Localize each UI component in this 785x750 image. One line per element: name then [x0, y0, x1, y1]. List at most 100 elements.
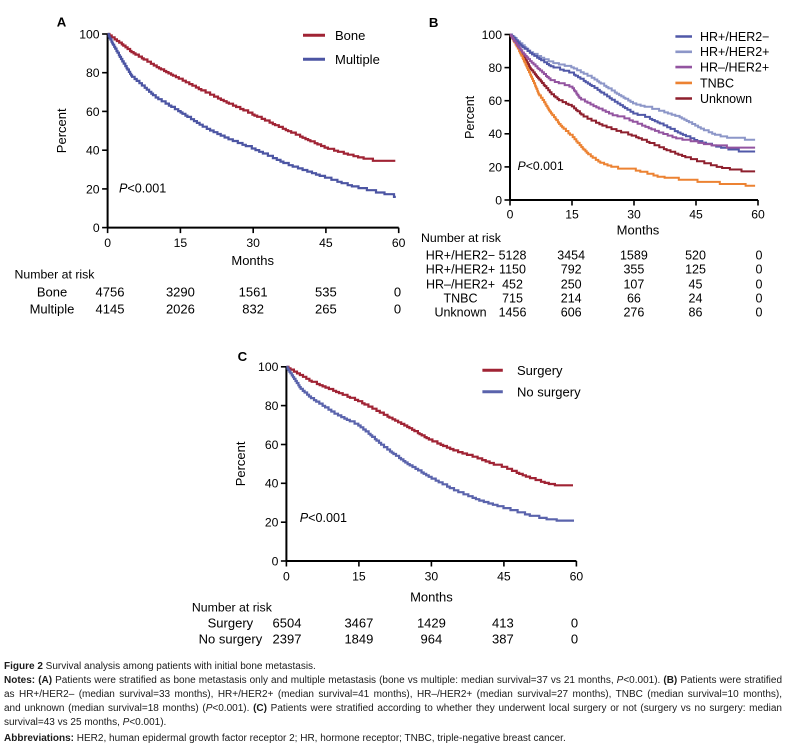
- svg-text:Surgery: Surgery: [517, 363, 563, 378]
- svg-text:964: 964: [421, 631, 443, 646]
- svg-text:0: 0: [272, 554, 279, 568]
- svg-text:P<0.001: P<0.001: [300, 511, 347, 525]
- svg-text:40: 40: [86, 144, 100, 158]
- svg-text:0: 0: [93, 221, 100, 235]
- svg-text:520: 520: [685, 248, 706, 262]
- svg-text:Multiple: Multiple: [335, 52, 380, 67]
- svg-text:15: 15: [352, 570, 366, 584]
- svg-text:0: 0: [756, 292, 763, 306]
- svg-text:792: 792: [561, 262, 582, 276]
- svg-text:45: 45: [689, 208, 703, 222]
- svg-text:Unknown: Unknown: [434, 306, 486, 320]
- svg-text:452: 452: [502, 278, 523, 292]
- svg-text:1456: 1456: [499, 306, 527, 320]
- svg-text:125: 125: [685, 262, 706, 276]
- svg-text:107: 107: [623, 278, 644, 292]
- svg-text:HR+/HER2−: HR+/HER2−: [700, 30, 769, 44]
- svg-text:No surgery: No surgery: [517, 384, 581, 399]
- svg-text:P<0.001: P<0.001: [119, 181, 166, 195]
- svg-text:Number at risk: Number at risk: [421, 231, 502, 245]
- svg-text:40: 40: [488, 127, 502, 141]
- svg-text:1429: 1429: [417, 616, 446, 631]
- svg-text:C: C: [238, 349, 248, 364]
- svg-text:Months: Months: [410, 589, 453, 604]
- svg-text:4756: 4756: [96, 284, 125, 299]
- svg-text:Surgery: Surgery: [208, 616, 254, 631]
- svg-text:276: 276: [623, 306, 644, 320]
- svg-text:0: 0: [394, 301, 401, 316]
- svg-text:2026: 2026: [166, 301, 195, 316]
- svg-text:Multiple: Multiple: [30, 301, 75, 316]
- svg-text:40: 40: [265, 477, 279, 491]
- svg-text:0: 0: [571, 631, 578, 646]
- svg-text:60: 60: [488, 94, 502, 108]
- svg-text:Months: Months: [617, 223, 660, 238]
- svg-text:30: 30: [425, 570, 439, 584]
- svg-text:HR–/HER2+: HR–/HER2+: [426, 278, 495, 292]
- svg-text:535: 535: [315, 284, 337, 299]
- svg-text:Number at risk: Number at risk: [192, 600, 273, 614]
- svg-text:30: 30: [627, 208, 641, 222]
- svg-text:387: 387: [492, 631, 514, 646]
- svg-text:0: 0: [507, 208, 514, 222]
- svg-text:100: 100: [258, 360, 279, 374]
- svg-text:250: 250: [561, 278, 582, 292]
- svg-text:45: 45: [689, 278, 703, 292]
- svg-text:0: 0: [571, 616, 578, 631]
- svg-text:3290: 3290: [166, 284, 195, 299]
- svg-text:TNBC: TNBC: [443, 292, 477, 306]
- svg-text:0: 0: [495, 193, 502, 207]
- svg-text:4145: 4145: [96, 301, 125, 316]
- svg-text:Unknown: Unknown: [700, 92, 752, 106]
- svg-text:413: 413: [492, 616, 514, 631]
- svg-text:Percent: Percent: [54, 108, 69, 153]
- svg-text:80: 80: [265, 399, 279, 413]
- svg-text:P<0.001: P<0.001: [518, 159, 564, 173]
- svg-text:60: 60: [570, 570, 584, 584]
- svg-text:214: 214: [561, 292, 582, 306]
- svg-text:A: A: [57, 15, 67, 30]
- svg-text:TNBC: TNBC: [700, 76, 734, 90]
- svg-text:20: 20: [265, 516, 279, 530]
- svg-text:1849: 1849: [344, 631, 373, 646]
- svg-text:832: 832: [242, 301, 264, 316]
- svg-text:B: B: [429, 15, 439, 30]
- svg-text:Bone: Bone: [37, 284, 67, 299]
- svg-text:5128: 5128: [499, 248, 527, 262]
- svg-text:2397: 2397: [273, 631, 302, 646]
- svg-text:No surgery: No surgery: [199, 631, 263, 646]
- svg-text:0: 0: [756, 306, 763, 320]
- svg-text:Percent: Percent: [233, 441, 248, 486]
- svg-text:Months: Months: [231, 253, 274, 268]
- svg-text:20: 20: [86, 182, 100, 196]
- svg-text:24: 24: [689, 292, 703, 306]
- svg-text:HR+/HER2+: HR+/HER2+: [426, 262, 495, 276]
- svg-text:0: 0: [756, 278, 763, 292]
- svg-text:355: 355: [623, 262, 644, 276]
- svg-text:66: 66: [627, 292, 641, 306]
- svg-text:265: 265: [315, 301, 337, 316]
- svg-text:HR+/HER2+: HR+/HER2+: [700, 45, 769, 59]
- svg-text:15: 15: [565, 208, 579, 222]
- svg-text:60: 60: [86, 105, 100, 119]
- svg-text:1150: 1150: [499, 262, 526, 276]
- svg-text:1561: 1561: [239, 284, 268, 299]
- svg-text:60: 60: [265, 438, 279, 452]
- svg-text:715: 715: [502, 292, 523, 306]
- svg-text:6504: 6504: [273, 616, 302, 631]
- svg-text:Number at risk: Number at risk: [15, 268, 96, 282]
- svg-text:80: 80: [86, 66, 100, 80]
- svg-text:45: 45: [319, 236, 333, 250]
- svg-text:1589: 1589: [620, 248, 648, 262]
- svg-text:HR–/HER2+: HR–/HER2+: [700, 61, 769, 75]
- svg-text:60: 60: [751, 208, 765, 222]
- svg-text:86: 86: [689, 306, 703, 320]
- svg-text:20: 20: [488, 160, 502, 174]
- svg-text:0: 0: [756, 262, 763, 276]
- svg-text:60: 60: [392, 236, 406, 250]
- svg-text:606: 606: [561, 306, 582, 320]
- svg-text:0: 0: [756, 248, 763, 262]
- svg-text:100: 100: [79, 27, 100, 41]
- svg-text:HR+/HER2−: HR+/HER2−: [426, 248, 495, 262]
- svg-text:0: 0: [104, 236, 111, 250]
